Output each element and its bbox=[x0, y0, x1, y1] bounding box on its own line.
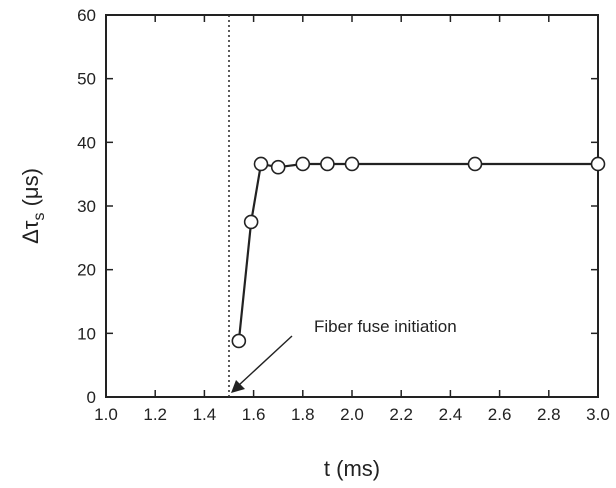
annotation-text: Fiber fuse initiation bbox=[314, 317, 457, 336]
annotation-arrow-line bbox=[238, 335, 293, 386]
y-tick-label: 10 bbox=[77, 324, 96, 343]
x-tick-label: 3.0 bbox=[586, 405, 610, 424]
x-axis-label: t (ms) bbox=[324, 456, 380, 481]
data-point bbox=[231, 333, 247, 349]
annotation-layer: Fiber fuse initiation bbox=[231, 317, 457, 393]
data-point bbox=[295, 156, 311, 172]
plot-frame bbox=[105, 14, 599, 398]
x-tick-label: 2.8 bbox=[537, 405, 561, 424]
x-tick-label: 2.6 bbox=[488, 405, 512, 424]
data-point bbox=[344, 156, 360, 172]
x-tick-label: 2.2 bbox=[389, 405, 413, 424]
axes: 1.0 1.2 1.4 1.6 1.8 2.0 2.2 2.4 2.6 2.8 3.0 0 10 20 30… bbox=[77, 6, 610, 424]
x-tick-label: 1.0 bbox=[94, 405, 118, 424]
data-point bbox=[467, 156, 483, 172]
y-axis-label: Δτs (μs) bbox=[18, 168, 48, 244]
series-line bbox=[237, 162, 598, 342]
data-point bbox=[320, 156, 335, 172]
x-tick-label: 1.8 bbox=[291, 405, 315, 424]
y-tick-label: 0 bbox=[87, 388, 96, 407]
x-tick-label: 2.0 bbox=[340, 405, 364, 424]
data-point bbox=[253, 156, 269, 172]
y-tick-label: 30 bbox=[77, 197, 96, 216]
y-tick-label: 60 bbox=[77, 6, 96, 25]
y-tick-label: 20 bbox=[77, 261, 96, 280]
data-point bbox=[270, 159, 286, 175]
x-tick-label: 1.6 bbox=[242, 405, 266, 424]
data-point bbox=[590, 156, 606, 172]
x-tick-label: 1.4 bbox=[193, 405, 217, 424]
series-layer bbox=[231, 156, 606, 349]
x-tick-label: 1.2 bbox=[143, 405, 167, 424]
annotation-arrowhead bbox=[231, 380, 245, 393]
y-tick-label: 40 bbox=[77, 133, 96, 152]
x-tick-label: 2.4 bbox=[439, 405, 463, 424]
y-tick-label: 50 bbox=[77, 70, 96, 89]
data-point bbox=[243, 214, 259, 230]
